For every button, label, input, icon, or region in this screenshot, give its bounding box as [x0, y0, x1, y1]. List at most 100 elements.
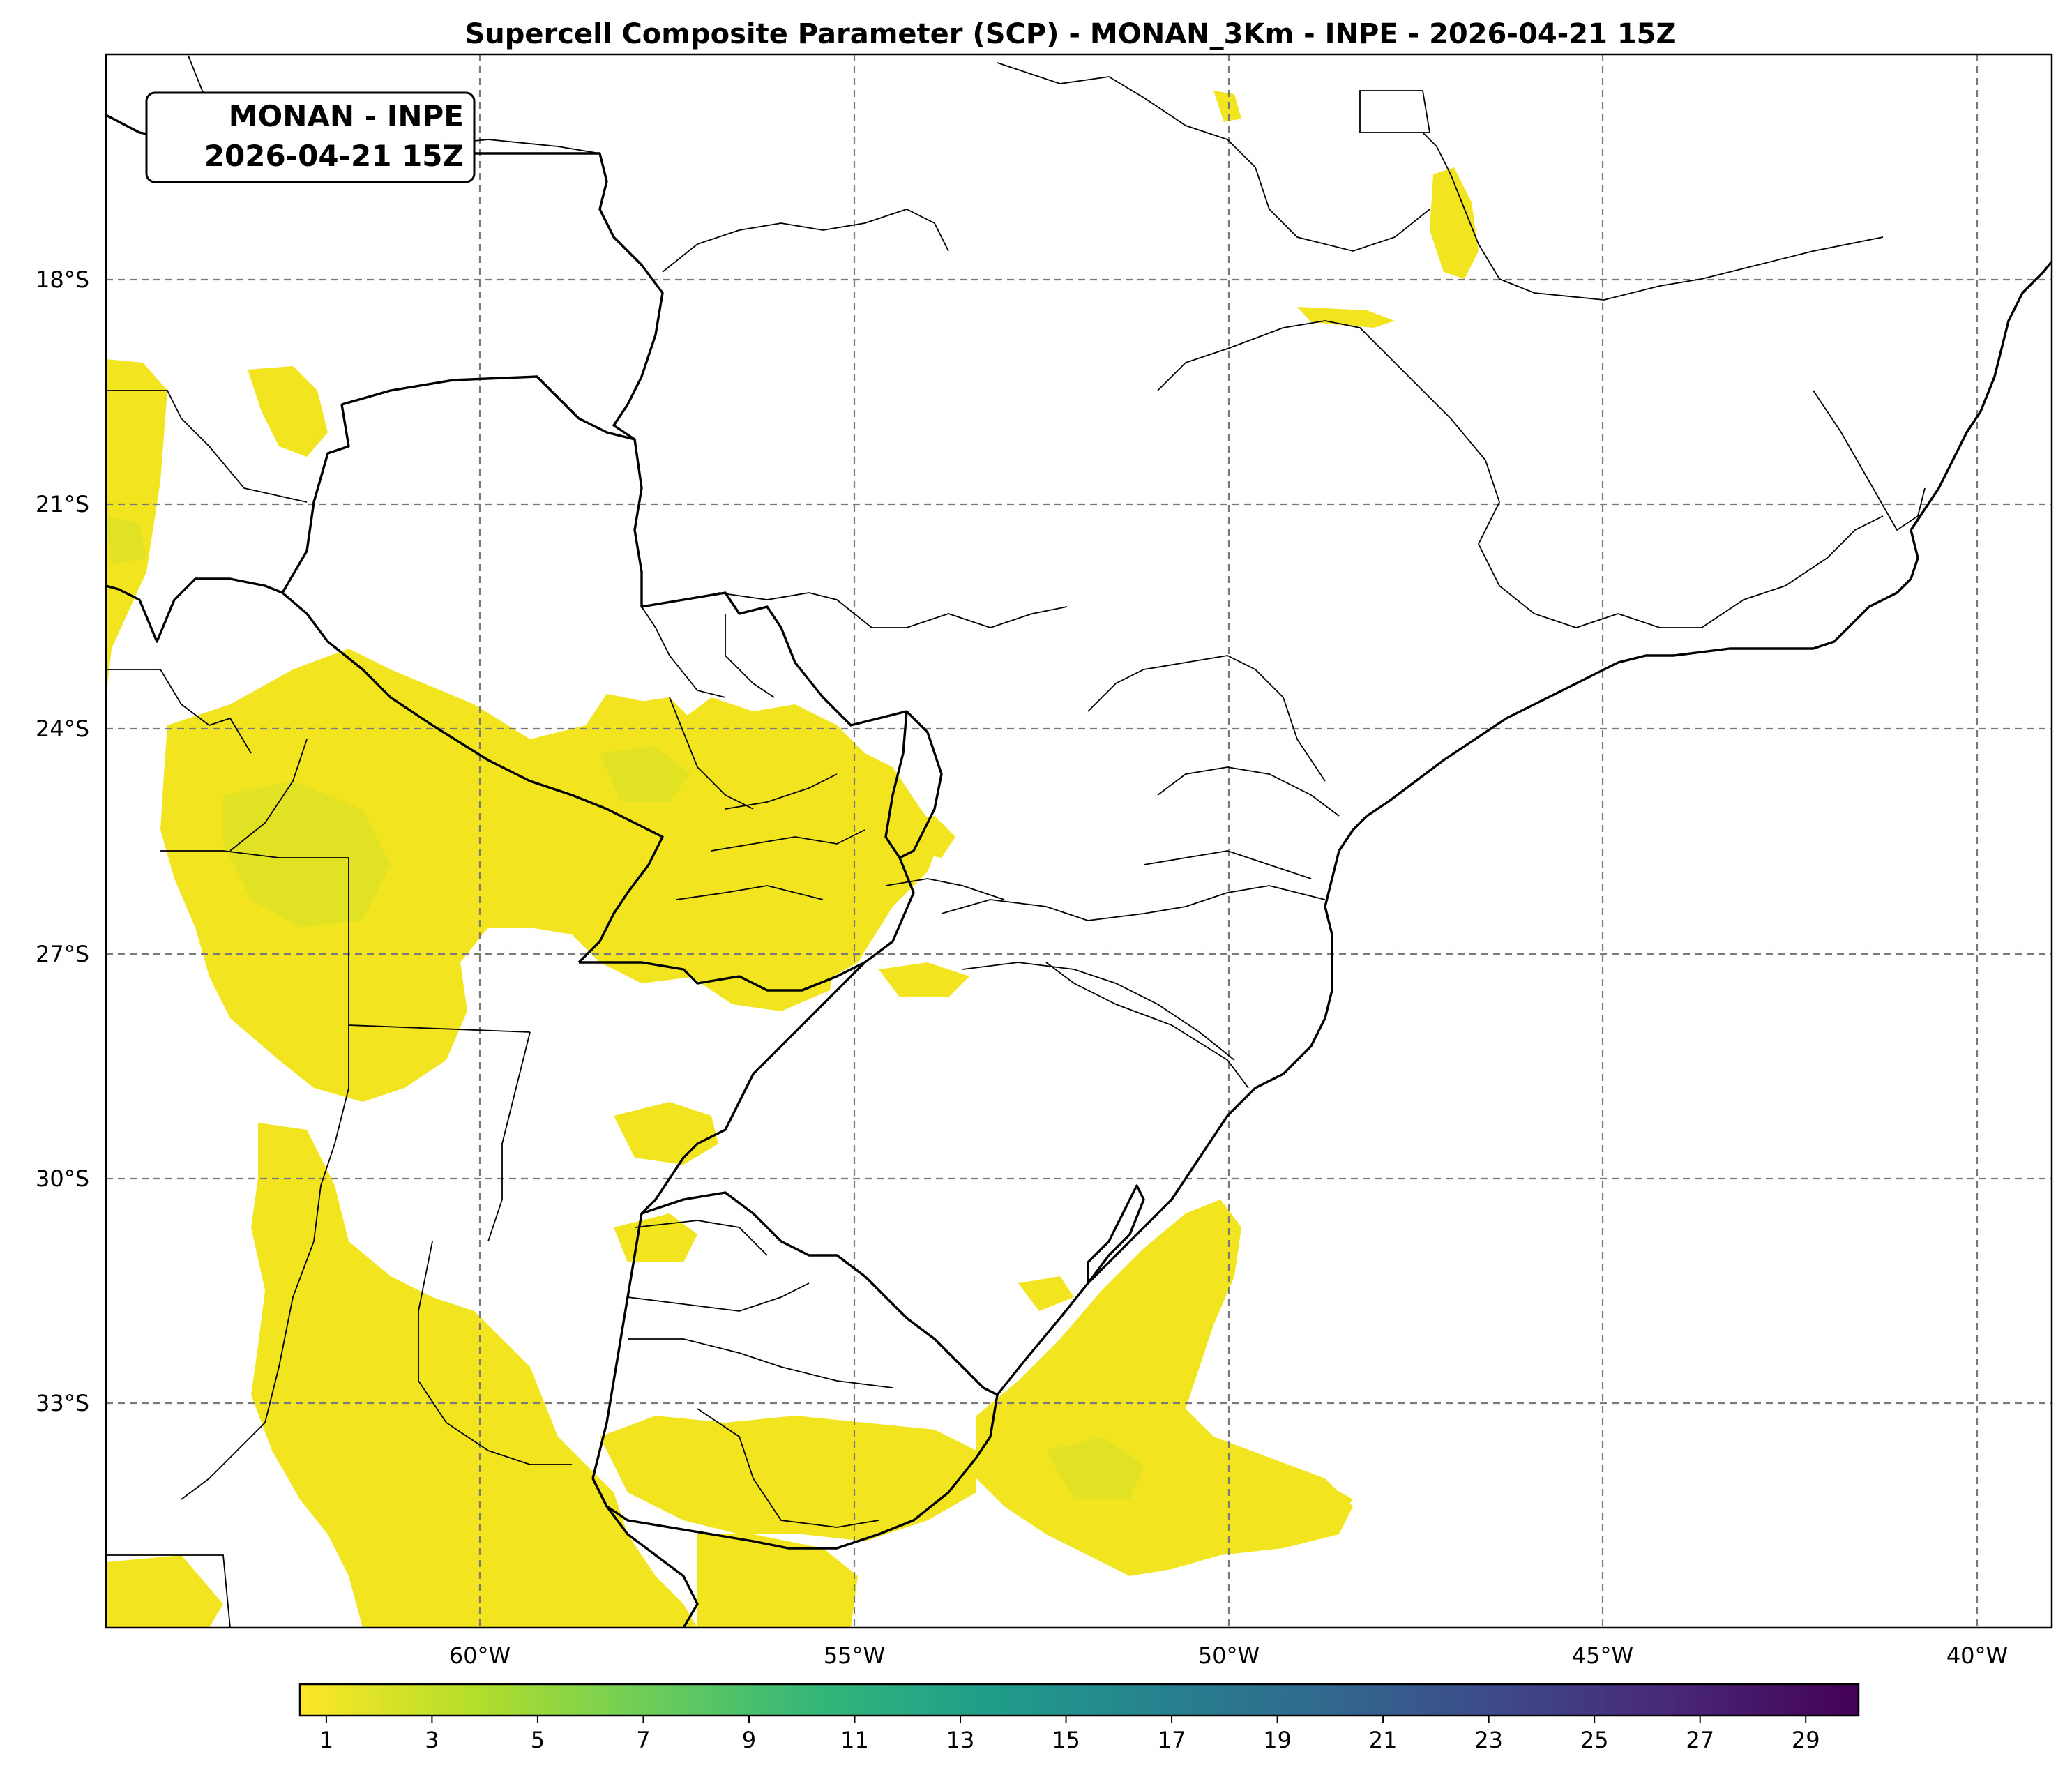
state-boundary-ms-interior	[725, 614, 775, 698]
scp-area-goias-south	[1297, 307, 1395, 328]
colorbar-tick-label: 5	[531, 1727, 545, 1753]
state-boundary-north-west	[106, 390, 308, 503]
scp-area-rio-de-la-plata-sea	[697, 1534, 858, 1628]
map-panel[interactable]	[106, 54, 2052, 1628]
state-boundary-mg-rj	[1617, 613, 1702, 628]
state-boundary-buenos-aires	[418, 1241, 572, 1465]
state-boundary-go-mg	[997, 62, 1430, 252]
state-boundary-bolivia-dept	[106, 669, 252, 754]
scp-area-parana-east	[893, 816, 955, 858]
colorbar-tick-label: 17	[1158, 1727, 1186, 1753]
colorbar-tick-label: 11	[840, 1727, 869, 1753]
state-boundary-paraguay-2	[669, 697, 754, 810]
state-boundary-cordoba	[181, 1025, 349, 1500]
map-title: Supercell Composite Parameter (SCP) - MO…	[464, 18, 1676, 50]
colorbar-tick-label: 29	[1792, 1727, 1820, 1753]
lat-tick-label: 33°S	[36, 1390, 89, 1416]
map-frame	[105, 53, 2053, 1629]
state-boundary-uruguay-2	[627, 1282, 810, 1312]
scp-area-chaco-central	[160, 649, 942, 1102]
lagoa-dos-patos	[1087, 1184, 1145, 1285]
lon-tick-label: 60°W	[449, 1642, 511, 1669]
colorbar-ticks: 1 3 5 7 9 11 13 15 17 19 21 23 25 27 29	[319, 1716, 1820, 1753]
coast-uruguay-south	[591, 1394, 999, 1550]
colorbar-tick-label: 15	[1052, 1727, 1080, 1753]
colorbar-tick-label: 27	[1686, 1727, 1714, 1753]
scp-area-minas-top	[1213, 91, 1241, 122]
colorbar-tick-label: 25	[1580, 1727, 1609, 1753]
lat-tick-label: 24°S	[36, 716, 89, 742]
state-boundary-mg-es	[1813, 390, 1926, 531]
state-boundary-santa-fe	[487, 1031, 531, 1242]
state-boundary-sp-interior	[1087, 655, 1326, 782]
lon-tick-label: 50°W	[1198, 1642, 1260, 1669]
colorbar-tick-label: 1	[319, 1727, 333, 1753]
colorbar-tick-label: 23	[1474, 1727, 1503, 1753]
border-brazil-uruguay	[641, 1191, 998, 1396]
lat-tick-label: 21°S	[36, 491, 89, 517]
coast-rj	[1617, 260, 2052, 664]
colorbar-gradient	[298, 1683, 1860, 1717]
border-brazil-argentina-rs	[640, 961, 866, 1215]
model-label-line1: MONAN - INPE	[229, 99, 464, 133]
state-boundary-paraguay-5	[676, 885, 824, 900]
country-boundaries	[106, 114, 2052, 1628]
state-boundary-uruguay-4	[697, 1408, 879, 1528]
state-boundary-uruguay-3	[628, 1338, 893, 1388]
scp-area-uruguay-south	[600, 1416, 976, 1541]
lon-tick-label: 45°W	[1572, 1642, 1633, 1669]
state-boundary-pr-sc	[941, 885, 1326, 921]
scp-area-pampas	[251, 1123, 697, 1628]
model-label-box: MONAN - INPE 2026-04-21 15Z	[145, 91, 476, 183]
state-boundary-df	[1359, 90, 1431, 133]
state-boundary-mt-go	[662, 209, 949, 273]
state-boundary-paraguay-4	[711, 829, 865, 852]
state-boundary-rj-sp	[1701, 515, 1884, 628]
state-boundary-paraguay-1	[641, 606, 726, 698]
state-boundary-mg-sp	[1157, 320, 1619, 628]
state-boundary-pr-north	[1143, 850, 1312, 879]
scp-area-minas-north	[1430, 167, 1479, 279]
scp-area-offshore-east	[1241, 1471, 1353, 1534]
colorbar-tick-label: 3	[425, 1727, 439, 1753]
colorbar-tick-label: 19	[1263, 1727, 1292, 1753]
state-boundary-chaco-2	[229, 739, 308, 852]
state-boundary-sc-interior	[1045, 962, 1249, 1089]
border-bolivia-paraguay	[106, 404, 350, 643]
state-boundary-sp-south	[1157, 766, 1340, 817]
scp-area-sc-west	[879, 962, 969, 997]
state-boundary-uruguay-1	[634, 1220, 768, 1256]
lon-axis: 60°W 55°W 50°W 45°W 40°W	[449, 1642, 2008, 1669]
model-label-line2: 2026-04-21 15Z	[204, 139, 464, 173]
scp-area-buenos-aires-west	[106, 1555, 223, 1628]
state-boundary-paraguay-3	[725, 773, 838, 810]
colorbar-tick-label: 13	[946, 1727, 975, 1753]
border-paraguay-argentina	[281, 591, 664, 964]
colorbar: 1 3 5 7 9 11 13 15 17 19 21 23 25 27 29	[298, 1683, 1860, 1753]
lat-tick-label: 27°S	[36, 941, 89, 967]
coast-sc	[1282, 850, 1340, 1075]
lat-axis: 18°S 21°S 24°S 27°S 30°S 33°S	[36, 266, 89, 1416]
graticule	[106, 54, 2052, 1628]
state-boundary-chaco-1	[160, 850, 531, 1033]
border-uruguay-argentina	[591, 1213, 643, 1479]
state-boundary-sc-rs	[962, 962, 1235, 1061]
lon-tick-label: 55°W	[824, 1642, 885, 1669]
state-boundary-pr-interior	[885, 878, 1005, 900]
coast-rs	[996, 1073, 1284, 1396]
state-boundary-ba-mg	[1422, 132, 1884, 301]
lon-tick-label: 40°W	[1946, 1642, 2008, 1669]
lat-tick-label: 18°S	[36, 266, 89, 293]
border-misiones-east	[899, 710, 943, 859]
state-boundary-ms-sp	[718, 592, 1068, 628]
border-brazil-argentina-misiones	[579, 711, 915, 992]
state-boundary-pampa-south	[106, 1554, 231, 1628]
scp-area-pantanal	[248, 366, 328, 457]
border-paraguay-brazil-north	[341, 375, 907, 727]
coast-pr-sp	[1338, 661, 1619, 852]
colorbar-tick-label: 9	[742, 1727, 756, 1753]
colorbar-tick-label: 21	[1369, 1727, 1398, 1753]
scp-area-misiones	[663, 879, 837, 1011]
coast-rio-de-la-plata	[591, 1478, 699, 1628]
